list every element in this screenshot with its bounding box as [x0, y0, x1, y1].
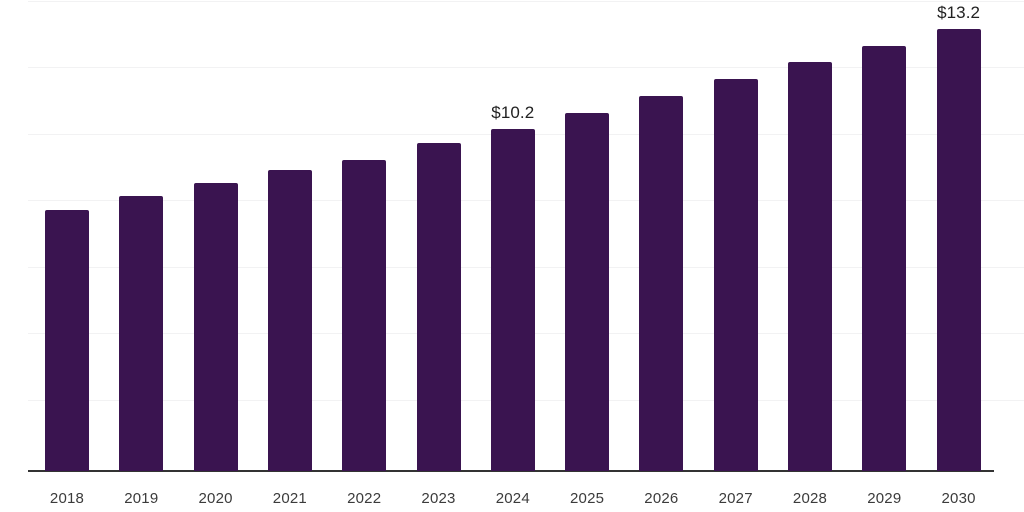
bar-group[interactable] [713, 1, 758, 471]
plot-area: $10.2 $13.2 [28, 1, 994, 472]
bar[interactable] [713, 79, 758, 471]
x-tick-label-2026: 2026 [644, 490, 679, 507]
x-tick-label-2030: 2030 [941, 490, 976, 507]
x-tick-label-2023: 2023 [421, 490, 456, 507]
x-tick-label-2025: 2025 [570, 490, 605, 507]
bar-group[interactable] [788, 1, 832, 471]
x-tick-label-2020: 2020 [198, 490, 233, 507]
bar-group[interactable] [639, 1, 684, 471]
bar-group[interactable]: $13.2 [936, 1, 981, 471]
x-tick-label-2027: 2027 [718, 490, 753, 507]
bar[interactable] [119, 196, 164, 471]
bar-group[interactable] [193, 1, 238, 471]
bar-value-label: $13.2 [937, 3, 981, 22]
x-axis-tick-labels: 2018 2019 2020 2021 2022 2023 2024 2025 2026 2027… [0, 471, 1024, 512]
x-tick-label-2029: 2029 [867, 490, 902, 507]
bar[interactable] [45, 210, 89, 471]
x-tick-label-2018: 2018 [49, 490, 85, 507]
bar-group[interactable] [862, 1, 907, 471]
bar[interactable] [490, 129, 535, 471]
bar-group[interactable] [342, 1, 387, 471]
x-tick-label-2028: 2028 [792, 490, 828, 507]
bar[interactable] [936, 29, 981, 471]
x-tick-label-2021: 2021 [272, 490, 307, 507]
bar[interactable] [862, 46, 907, 471]
x-tick-label-2024: 2024 [495, 490, 530, 507]
bar[interactable] [342, 160, 387, 471]
x-tick-label-2019: 2019 [124, 490, 159, 507]
bar-group[interactable] [565, 1, 610, 471]
bar-value-label: $10.2 [491, 103, 535, 122]
bar[interactable] [416, 143, 461, 471]
bar-group[interactable] [267, 1, 312, 471]
x-tick-label-2022: 2022 [347, 490, 382, 507]
bar-group[interactable] [45, 1, 89, 471]
bar[interactable] [267, 170, 312, 471]
bar[interactable] [788, 62, 832, 471]
bar-group[interactable]: $10.2 [490, 1, 535, 471]
bar[interactable] [193, 183, 238, 471]
bar[interactable] [565, 113, 610, 471]
bar-group[interactable] [416, 1, 461, 471]
bar-group[interactable] [119, 1, 164, 471]
x-axis-line [28, 470, 994, 472]
bar[interactable] [639, 96, 684, 471]
